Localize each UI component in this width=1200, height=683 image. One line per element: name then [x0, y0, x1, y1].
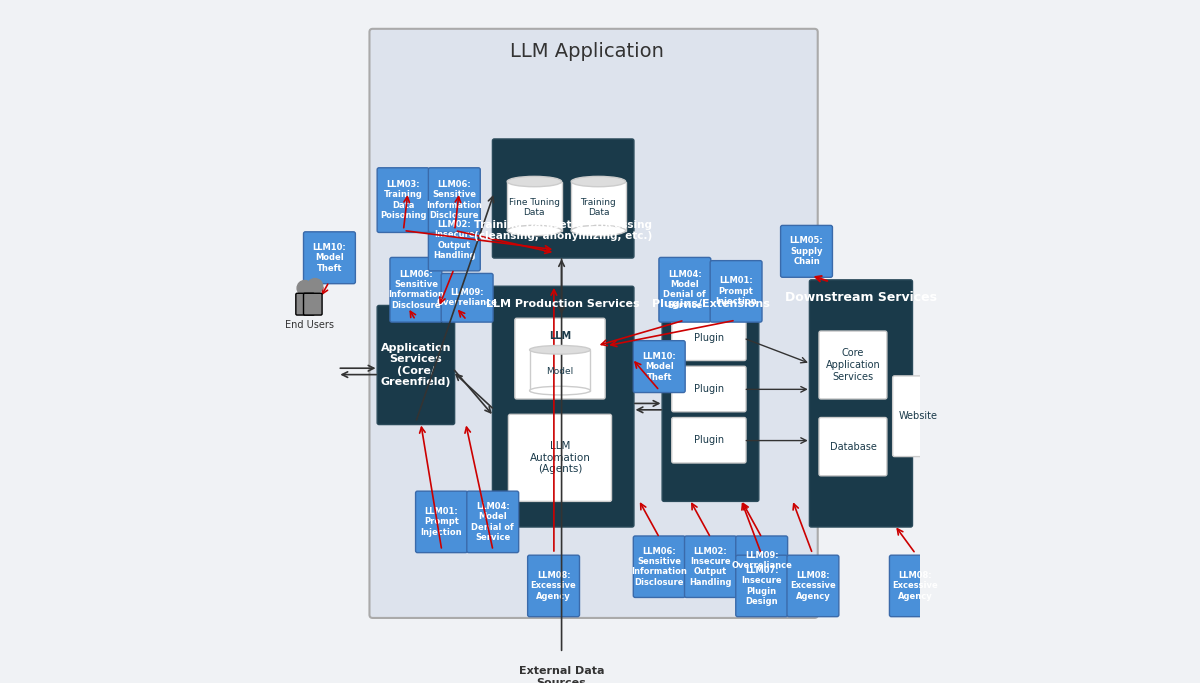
FancyBboxPatch shape — [736, 555, 787, 617]
FancyBboxPatch shape — [296, 293, 314, 315]
Ellipse shape — [529, 346, 590, 354]
Ellipse shape — [508, 225, 562, 236]
Text: LLM08:
Excessive
Agency: LLM08: Excessive Agency — [893, 571, 938, 601]
Text: LLM: LLM — [551, 354, 570, 363]
Text: LLM08:
Excessive
Agency: LLM08: Excessive Agency — [790, 571, 835, 601]
FancyBboxPatch shape — [787, 555, 839, 617]
Text: LLM06:
Sensitive
Information
Disclosure: LLM06: Sensitive Information Disclosure — [426, 180, 482, 220]
FancyBboxPatch shape — [442, 273, 493, 322]
Text: LLM09:
Overreliance: LLM09: Overreliance — [437, 288, 498, 307]
FancyBboxPatch shape — [492, 139, 634, 258]
Circle shape — [298, 281, 312, 296]
FancyBboxPatch shape — [672, 366, 746, 412]
Ellipse shape — [529, 387, 590, 395]
Text: LLM03:
Training
Data
Poisoning: LLM03: Training Data Poisoning — [380, 180, 426, 220]
Text: LLM01:
Prompt
Injection: LLM01: Prompt Injection — [715, 277, 757, 306]
Text: Plugin: Plugin — [694, 333, 724, 343]
Text: LLM02:
Insecure
Output
Handling: LLM02: Insecure Output Handling — [433, 220, 475, 260]
Text: End Users: End Users — [286, 320, 335, 330]
Text: LLM04:
Model
Denial of
Service: LLM04: Model Denial of Service — [664, 270, 707, 310]
FancyBboxPatch shape — [467, 491, 518, 553]
FancyBboxPatch shape — [415, 491, 468, 553]
Text: Core
Application
Services: Core Application Services — [826, 348, 881, 382]
Text: LLM09:
Overreliance: LLM09: Overreliance — [731, 550, 792, 570]
Text: Plugin: Plugin — [694, 384, 724, 394]
FancyBboxPatch shape — [820, 417, 887, 476]
Ellipse shape — [508, 176, 562, 186]
FancyBboxPatch shape — [809, 280, 912, 527]
Text: LLM07:
Insecure
Plugin
Design: LLM07: Insecure Plugin Design — [742, 566, 782, 606]
Text: LLM01:
Prompt
Injection: LLM01: Prompt Injection — [421, 507, 462, 537]
FancyBboxPatch shape — [492, 286, 634, 527]
FancyBboxPatch shape — [515, 318, 605, 399]
FancyBboxPatch shape — [893, 376, 944, 456]
Text: LLM
Automation
(Agents): LLM Automation (Agents) — [529, 441, 590, 475]
FancyBboxPatch shape — [659, 257, 710, 322]
Text: LLM06:
Sensitive
Information
Disclosure: LLM06: Sensitive Information Disclosure — [388, 270, 444, 310]
FancyBboxPatch shape — [377, 168, 430, 232]
FancyBboxPatch shape — [780, 225, 833, 277]
FancyBboxPatch shape — [710, 261, 762, 322]
Text: LLM10:
Model
Theft: LLM10: Model Theft — [642, 352, 676, 382]
Text: LLM Application: LLM Application — [510, 42, 664, 61]
FancyBboxPatch shape — [889, 555, 941, 617]
Text: Database: Database — [829, 442, 876, 451]
FancyBboxPatch shape — [390, 257, 442, 322]
FancyBboxPatch shape — [672, 417, 746, 463]
Text: Training
Data: Training Data — [581, 198, 617, 217]
FancyBboxPatch shape — [736, 536, 787, 585]
Text: Downstream Services: Downstream Services — [785, 291, 937, 304]
FancyBboxPatch shape — [820, 331, 887, 399]
Text: LLM05:
Supply
Chain: LLM05: Supply Chain — [790, 236, 823, 266]
Text: Application
Services
(Core/
Greenfield): Application Services (Core/ Greenfield) — [380, 343, 451, 387]
FancyBboxPatch shape — [684, 536, 737, 598]
Bar — [508, 182, 562, 231]
FancyBboxPatch shape — [672, 315, 746, 361]
Text: LLM: LLM — [548, 331, 571, 342]
FancyBboxPatch shape — [428, 168, 480, 232]
Text: Plugin: Plugin — [694, 435, 724, 445]
FancyBboxPatch shape — [662, 286, 758, 501]
FancyBboxPatch shape — [528, 555, 580, 617]
Text: External Data
Sources: External Data Sources — [518, 666, 605, 683]
Text: Plugins/Extensions: Plugins/Extensions — [652, 299, 769, 309]
FancyBboxPatch shape — [428, 210, 480, 271]
FancyBboxPatch shape — [304, 293, 322, 315]
Bar — [571, 182, 625, 231]
FancyBboxPatch shape — [377, 305, 455, 425]
Text: Training Dataset & Processing
(cleansing, anonymizing, etc.): Training Dataset & Processing (cleansing… — [474, 220, 653, 241]
Ellipse shape — [571, 225, 625, 236]
Text: LLM02:
Insecure
Output
Handling: LLM02: Insecure Output Handling — [689, 546, 732, 587]
FancyBboxPatch shape — [304, 232, 355, 283]
Text: Website: Website — [899, 411, 938, 421]
Text: LLM04:
Model
Denial of
Service: LLM04: Model Denial of Service — [472, 502, 514, 542]
Bar — [529, 350, 590, 391]
FancyBboxPatch shape — [634, 536, 685, 598]
FancyBboxPatch shape — [509, 415, 612, 501]
Text: Fine Tuning
Data: Fine Tuning Data — [509, 198, 560, 217]
Text: LLM Production Services: LLM Production Services — [486, 299, 640, 309]
FancyBboxPatch shape — [370, 29, 817, 618]
FancyBboxPatch shape — [634, 341, 685, 393]
Ellipse shape — [571, 176, 625, 186]
Circle shape — [307, 279, 323, 294]
Text: LLM10:
Model
Theft: LLM10: Model Theft — [312, 243, 347, 273]
Text: LLM06:
Sensitive
Information
Disclosure: LLM06: Sensitive Information Disclosure — [631, 546, 688, 587]
Text: Model: Model — [546, 367, 574, 376]
Text: LLM08:
Excessive
Agency: LLM08: Excessive Agency — [530, 571, 576, 601]
